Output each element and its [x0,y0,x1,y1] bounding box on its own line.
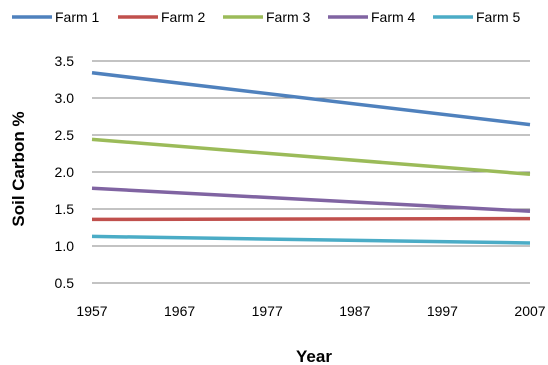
y-tick-label: 1.5 [55,201,75,217]
legend-entry-label: Farm 4 [371,9,416,25]
x-tick-label: 1967 [164,303,195,319]
legend-entry-label: Farm 3 [266,9,311,25]
y-axis-ticks: 0.5 1.0 1.5 2.0 2.5 3.0 3.5 [55,53,75,291]
legend: Farm 1 Farm 2 Farm 3 Farm 4 Farm 5 [12,9,521,25]
x-tick-label: 1987 [339,303,370,319]
series-line-farm-5 [91,234,531,245]
y-axis-title: Soil Carbon % [9,111,28,226]
x-axis-ticks: 1957 1967 1977 1987 1997 2007 [76,303,545,319]
x-tick-label: 1997 [427,303,458,319]
y-tick-label: 3.0 [55,90,75,106]
x-tick-label: 2007 [514,303,545,319]
series-lines [91,71,531,245]
x-tick-label: 1957 [76,303,107,319]
legend-entry-label: Farm 5 [476,9,521,25]
x-tick-label: 1977 [252,303,283,319]
y-tick-label: 1.0 [55,238,75,254]
series-line-farm-3 [91,137,531,176]
x-axis-title: Year [296,347,332,365]
y-tick-label: 2.5 [55,127,75,143]
y-tick-label: 0.5 [55,275,75,291]
series-line-farm-1 [91,71,531,127]
legend-entry-label: Farm 2 [161,9,206,25]
legend-entry-label: Farm 1 [55,9,100,25]
y-tick-label: 2.0 [55,164,75,180]
series-line-farm-4 [91,186,531,213]
gridlines [92,60,530,284]
series-line-farm-2 [91,216,531,222]
y-tick-label: 3.5 [55,53,75,69]
